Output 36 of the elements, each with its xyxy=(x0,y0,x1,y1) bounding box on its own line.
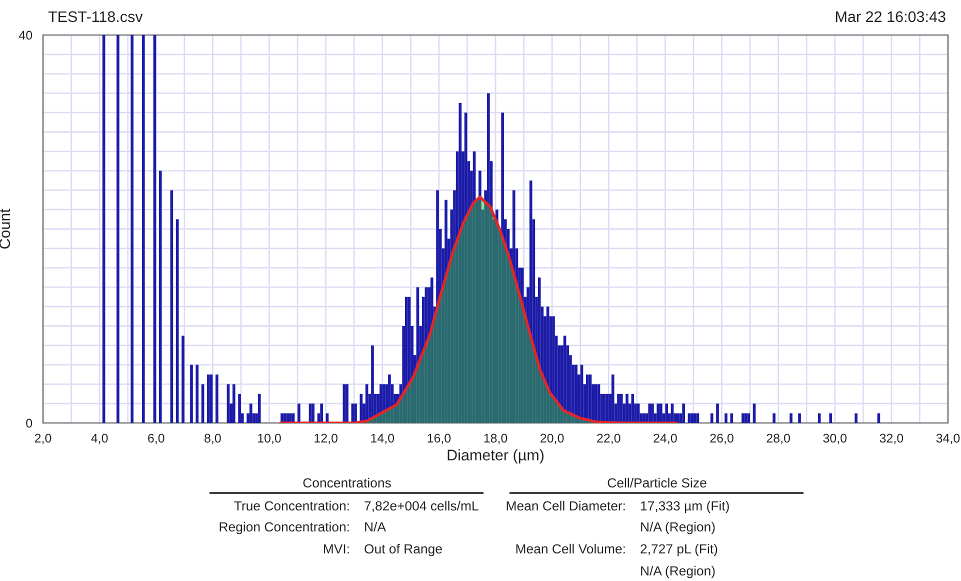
x-tick-label: 22,0 xyxy=(597,434,620,444)
x-tick-label: 20,0 xyxy=(540,434,564,444)
text: N/A (Region) xyxy=(641,522,715,534)
x-axis-title: Diameter (µm) xyxy=(448,449,544,464)
x-tick-label: 6,0 xyxy=(148,434,164,444)
x-tick-label: 26,0 xyxy=(710,434,734,444)
text: Region Concentration: xyxy=(220,522,349,534)
x-tick-label: 34,0 xyxy=(936,434,960,444)
text: Mean Cell Volume: xyxy=(516,544,625,554)
x-tick-label: 32,0 xyxy=(880,434,904,444)
text: N/A (Region) xyxy=(641,566,715,578)
x-tick-label: 8,0 xyxy=(204,434,221,444)
x-tick-label: 4,0 xyxy=(91,434,108,444)
text: 17,333 µm (Fit) xyxy=(641,500,729,514)
text: MVI: xyxy=(324,544,349,554)
x-tick-label: 28,0 xyxy=(766,434,790,444)
x-tick-label: 30,0 xyxy=(823,434,847,444)
x-tick-label: 14,0 xyxy=(371,434,394,444)
x-tick-label: 12,0 xyxy=(314,434,338,444)
text: True Concentration: xyxy=(234,500,349,511)
x-tick-label: 16,0 xyxy=(428,434,451,444)
text: Concentrations xyxy=(303,478,391,488)
chart-title: TEST-118.csv xyxy=(48,11,143,22)
text: Cell/Particle Size xyxy=(608,478,706,488)
x-tick-label: 2,0 xyxy=(34,434,52,444)
text: Out of Range xyxy=(364,544,442,556)
text: 7,82e+004 cells/mL xyxy=(364,500,478,512)
text: 2,727 pL (Fit) xyxy=(640,544,718,556)
text: N/A xyxy=(365,522,386,532)
y-tick-label: 0 xyxy=(26,418,32,428)
x-tick-label: 10,0 xyxy=(258,434,281,444)
chart-subtitle: Mar 22 16:03:43 xyxy=(836,11,946,22)
text: Mean Cell Diameter: xyxy=(506,500,625,511)
x-tick-label: 18,0 xyxy=(484,434,508,444)
y-tick-label: 40 xyxy=(18,30,32,40)
x-tick-label: 24,0 xyxy=(654,434,677,444)
